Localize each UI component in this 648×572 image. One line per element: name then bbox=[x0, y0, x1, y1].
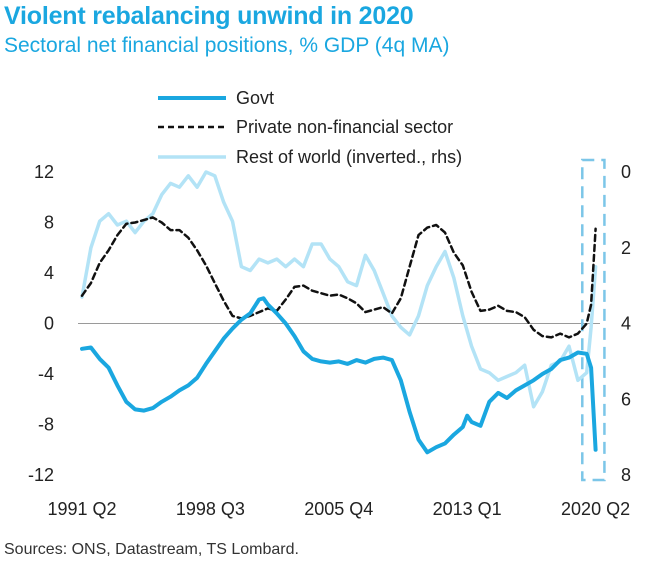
chart-subtitle: Sectoral net financial positions, % GDP … bbox=[4, 34, 450, 57]
chart-axes: 12 8 4 0 -4 -8 -12 0 2 4 6 8 1991 Q2 1998 Q3 2005 Q4 20… bbox=[28, 162, 631, 519]
highlight-region bbox=[581, 158, 606, 482]
source-note: Sources: ONS, Datastream, TS Lombard. bbox=[4, 541, 299, 558]
x-tick-label: 1998 Q3 bbox=[176, 499, 245, 519]
y-right-tick-label: 8 bbox=[621, 465, 631, 485]
y-left-tick-label: 8 bbox=[44, 213, 54, 233]
y-left-tick-label: -12 bbox=[28, 465, 54, 485]
y-left-tick-label: 0 bbox=[44, 314, 54, 334]
y-left-tick-label: 12 bbox=[34, 162, 54, 182]
y-right-tick-label: 6 bbox=[621, 389, 631, 409]
highlight-box bbox=[581, 158, 606, 482]
y-right-tick-label: 0 bbox=[621, 162, 631, 182]
series-lines bbox=[80, 170, 598, 455]
y-right-tick-label: 4 bbox=[621, 314, 631, 334]
x-tick-label: 1991 Q2 bbox=[47, 499, 116, 519]
line-chart: Govt Private non-financial sector Rest of … bbox=[28, 88, 631, 519]
x-tick-label: 2020 Q2 bbox=[561, 499, 630, 519]
legend-label: Private non-financial sector bbox=[236, 117, 453, 137]
y-left-tick-label: 4 bbox=[44, 263, 54, 283]
chart-legend: Govt Private non-financial sector Rest of … bbox=[158, 88, 462, 167]
y-left-tick-label: -4 bbox=[38, 364, 54, 384]
x-tick-label: 2013 Q1 bbox=[433, 499, 502, 519]
y-left-tick-label: -8 bbox=[38, 415, 54, 435]
legend-label: Govt bbox=[236, 88, 274, 108]
series-line-rest bbox=[80, 170, 598, 409]
series-line-private bbox=[80, 216, 597, 339]
y-right-tick-label: 2 bbox=[621, 238, 631, 258]
legend-label: Rest of world (inverted., rhs) bbox=[236, 147, 462, 167]
chart-title: Violent rebalancing unwind in 2020 bbox=[4, 2, 414, 30]
x-tick-label: 2005 Q4 bbox=[304, 499, 373, 519]
series-line-govt bbox=[80, 296, 598, 455]
